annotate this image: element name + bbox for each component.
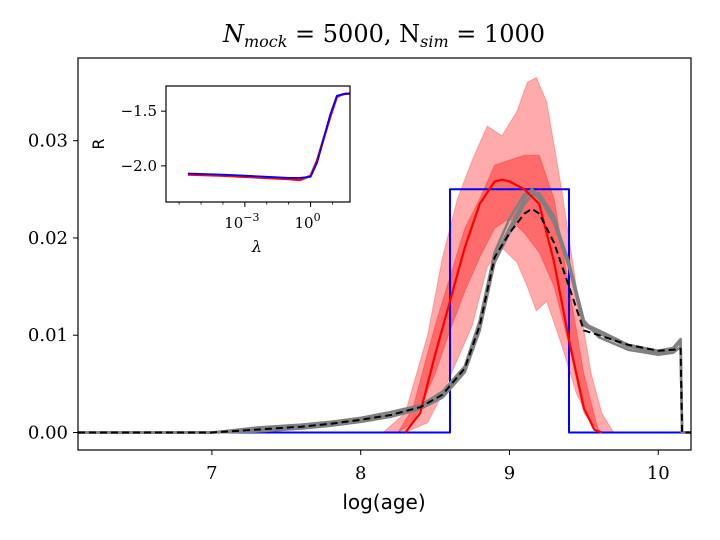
x-axis-label: log(age) — [342, 490, 425, 514]
inset-x-tick-label: 100 — [295, 211, 321, 232]
inset-background — [166, 86, 350, 202]
grey-realisation-2 — [78, 190, 691, 434]
x-tick-label: 9 — [504, 463, 515, 484]
recovered-median — [404, 178, 603, 434]
main-plot: 7 8 9 10 0.00 0.01 0.02 0.03 log(age) — [28, 57, 692, 514]
x-tick-label: 7 — [206, 463, 217, 484]
inset-frame — [165, 85, 351, 203]
y-tick-label: 0.00 — [28, 422, 68, 443]
input-step-distribution — [78, 188, 691, 434]
inset-y-tick-label: −2.0 — [121, 157, 157, 175]
inset-blue-curve — [187, 92, 350, 179]
grey-realisation-1 — [78, 188, 691, 434]
true-distribution-dashed — [78, 207, 691, 434]
y-tick-label: 0.03 — [28, 131, 68, 152]
x-tick-label: 8 — [355, 463, 366, 484]
main-plot-frame — [77, 57, 692, 451]
inset-x-axis: 10−3 100 — [178, 202, 333, 232]
inset-x-label: λ — [251, 237, 262, 256]
inset-y-tick-label: −1.5 — [121, 102, 157, 120]
y-tick-label: 0.01 — [28, 325, 68, 346]
x-tick-label: 10 — [647, 463, 670, 484]
inset-y-label: R — [89, 138, 108, 149]
inset-x-tick-label: 10−3 — [224, 211, 259, 232]
main-series — [78, 178, 691, 434]
y-tick-label: 0.02 — [28, 228, 68, 249]
inset-y-axis: −1.5 −2.0 — [121, 102, 166, 175]
main-y-axis: 0.00 0.01 0.02 0.03 — [28, 131, 78, 443]
inset-plot: 10−3 100 −1.5 −2.0 λ R — [89, 85, 351, 256]
grey-realisation-3 — [78, 191, 691, 434]
chart-title: Nmock = 5000, Nsim = 1000 — [222, 20, 545, 51]
main-x-axis: 7 8 9 10 — [206, 450, 670, 484]
inset-series — [187, 92, 350, 182]
